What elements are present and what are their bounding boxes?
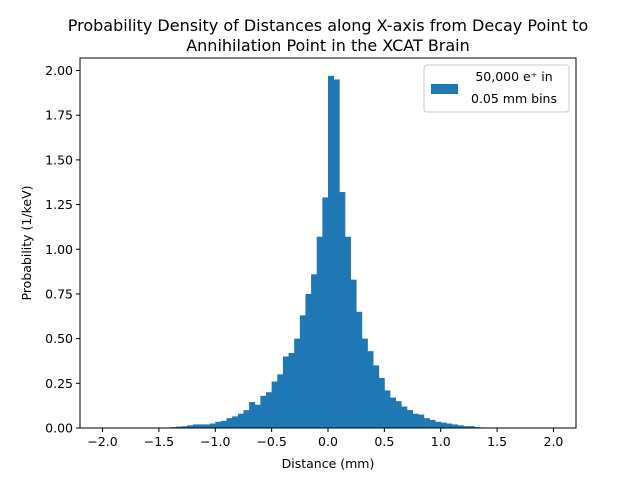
x-axis-label: Distance (mm) xyxy=(282,456,375,471)
y-tick-label: 1.50 xyxy=(45,152,73,167)
histogram-bar xyxy=(209,423,216,428)
histogram-bar xyxy=(243,410,250,428)
histogram-bar xyxy=(220,420,227,428)
legend: 50,000 e⁺ in 0.05 mm bins xyxy=(423,64,570,113)
histogram-bar xyxy=(198,424,205,428)
histogram-bar xyxy=(192,424,199,428)
histogram-bar xyxy=(418,414,425,428)
histogram-bar xyxy=(271,381,278,428)
histogram-bar xyxy=(401,406,408,428)
histogram-bar xyxy=(423,418,430,428)
histogram-bar xyxy=(468,426,475,428)
histogram-bar xyxy=(412,413,419,428)
histogram-bar xyxy=(260,395,267,428)
y-axis-label: Probability (1/keV) xyxy=(19,185,34,300)
chart-title-line1: Probability Density of Distances along X… xyxy=(68,16,588,35)
x-tick-label: −1.0 xyxy=(200,434,230,449)
histogram-bar xyxy=(457,425,464,428)
histogram-bar xyxy=(322,197,329,428)
histogram-bar xyxy=(249,402,256,428)
histogram-bar xyxy=(350,279,357,428)
y-tick-label: 1.00 xyxy=(45,242,73,257)
y-tick-label: 1.25 xyxy=(45,197,73,212)
histogram-bar xyxy=(305,293,312,428)
plot-frame xyxy=(79,57,577,429)
histogram-bar xyxy=(204,424,211,428)
legend-label-line1: 50,000 e⁺ in xyxy=(475,69,552,84)
histogram-bar xyxy=(175,426,182,428)
histogram-bar xyxy=(395,401,402,428)
histogram-bars xyxy=(158,75,498,429)
histogram-bar xyxy=(282,356,289,428)
histogram-bar xyxy=(215,421,222,428)
histogram-bar xyxy=(339,192,346,428)
histogram-bar xyxy=(384,390,391,428)
y-tick-label: 0.25 xyxy=(45,376,73,391)
histogram-bar xyxy=(406,410,413,428)
x-tick-label: 2.0 xyxy=(544,434,564,449)
histogram-bar xyxy=(367,351,374,428)
histogram-bar xyxy=(187,425,194,428)
legend-swatch xyxy=(431,84,458,94)
histogram-bar xyxy=(311,274,318,428)
histogram-bar xyxy=(226,418,233,428)
histogram-bar xyxy=(316,236,323,428)
y-tick-label: 1.75 xyxy=(45,108,73,123)
histogram-bar xyxy=(446,423,453,428)
histogram-bar xyxy=(237,413,244,428)
chart-title-line2: Annihilation Point in the XCAT Brain xyxy=(186,36,470,55)
histogram-bar xyxy=(356,311,363,428)
histogram-bar xyxy=(463,426,470,428)
x-tick-label: 1.5 xyxy=(487,434,507,449)
histogram-bar xyxy=(328,75,335,429)
histogram-bar xyxy=(299,315,306,428)
y-tick-label: 2.00 xyxy=(45,63,73,78)
x-tick-label: 0.0 xyxy=(318,434,338,449)
histogram-bar xyxy=(361,338,368,428)
histogram-bar xyxy=(181,426,188,428)
y-tick-label: 0.00 xyxy=(45,421,73,436)
histogram-bar xyxy=(429,419,436,428)
legend-label-line2: 0.05 mm bins xyxy=(471,91,557,106)
legend-frame xyxy=(423,64,570,113)
histogram-bar xyxy=(294,338,301,428)
x-tick-label: 0.5 xyxy=(374,434,394,449)
histogram-bar xyxy=(333,79,340,428)
histogram-bar xyxy=(266,392,273,428)
histogram-bar xyxy=(390,397,397,428)
histogram-bar xyxy=(344,236,351,428)
histogram-bar xyxy=(440,422,447,428)
histogram-bar xyxy=(452,424,459,428)
histogram-bar xyxy=(378,377,385,428)
x-tick-label: −1.5 xyxy=(144,434,174,449)
x-axis-ticks: −2.0 −1.5 −1.0 −0.5 0.0 0.5 1.0 1.5 2.0 xyxy=(87,428,563,449)
x-tick-label: −0.5 xyxy=(256,434,286,449)
histogram-bar xyxy=(435,421,442,428)
x-tick-label: 1.0 xyxy=(431,434,451,449)
x-tick-label: −2.0 xyxy=(87,434,117,449)
y-tick-label: 0.75 xyxy=(45,286,73,301)
histogram-bar xyxy=(288,352,295,428)
histogram-bar xyxy=(373,365,380,428)
histogram-bar xyxy=(254,404,261,428)
y-axis-ticks: 0.00 0.25 0.50 0.75 1.00 1.25 1.50 1.75 2.00 xyxy=(45,63,80,436)
histogram-bar xyxy=(277,374,284,428)
histogram-bar xyxy=(232,416,239,428)
y-tick-label: 0.50 xyxy=(45,331,73,346)
